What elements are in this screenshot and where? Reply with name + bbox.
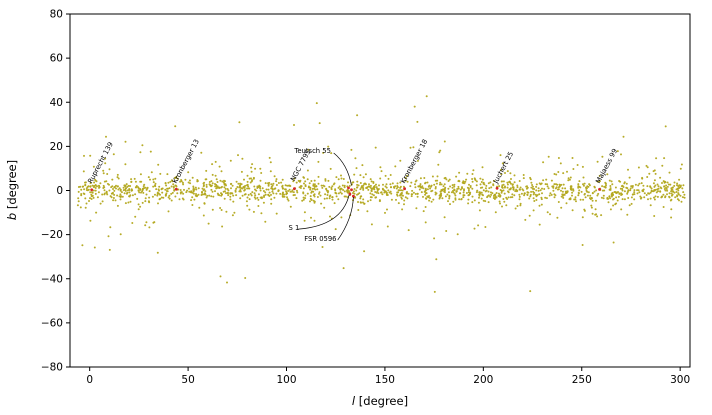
y-tick-label: 60 xyxy=(50,53,63,65)
highlighted-cluster-points xyxy=(90,186,601,198)
y-tick-label: −20 xyxy=(41,229,63,241)
highlight-point xyxy=(598,188,601,191)
y-tick-label: −80 xyxy=(41,362,63,374)
y-tick-label: 0 xyxy=(56,185,63,197)
highlight-point xyxy=(403,187,406,191)
highlight-point xyxy=(347,186,350,190)
y-tick-label: 40 xyxy=(50,97,63,109)
highlight-point xyxy=(293,187,296,191)
x-tick-label: 250 xyxy=(572,374,592,386)
plot-frame xyxy=(69,13,691,368)
cluster-label: Ruprecht 139 xyxy=(86,141,115,185)
annotation-label: S 1 xyxy=(288,224,299,232)
cluster-label: Majaess 99 xyxy=(594,147,619,184)
x-tick-label: 100 xyxy=(276,374,296,386)
highlight-point xyxy=(90,188,94,192)
y-tick-label: −60 xyxy=(41,317,63,329)
highlight-point xyxy=(352,194,355,198)
x-tick-label: 0 xyxy=(86,374,93,386)
x-tick-label: 50 xyxy=(181,374,194,386)
scatter-points xyxy=(76,95,686,293)
x-tick-label: 300 xyxy=(670,374,690,386)
annotation-label: FSR 0596 xyxy=(304,235,336,243)
y-tick-label: −40 xyxy=(41,273,63,285)
highlight-point xyxy=(174,187,178,191)
axis-ticks: 0 50 100 150 200 250 300 −80 −60 −40 −20 0 20 40 60 80 xyxy=(41,9,690,387)
x-tick-label: 200 xyxy=(473,374,493,386)
annotation-line xyxy=(333,152,352,186)
highlight-point xyxy=(350,188,353,192)
annotation-line xyxy=(337,197,354,241)
annotation-line xyxy=(298,194,350,230)
highlight-point xyxy=(348,192,352,196)
cluster-label: Juchert 25 xyxy=(491,150,515,185)
x-axis-label: l [degree] xyxy=(352,394,408,408)
annotation-label: Teutsch 55 xyxy=(293,147,331,155)
cluster-label: Kronberger 13 xyxy=(171,138,201,185)
y-tick-label: 80 xyxy=(50,9,63,21)
highlight-point xyxy=(495,186,499,190)
x-tick-label: 150 xyxy=(375,374,395,386)
y-axis-label: b [degree] xyxy=(5,160,19,220)
y-tick-label: 20 xyxy=(50,141,63,153)
